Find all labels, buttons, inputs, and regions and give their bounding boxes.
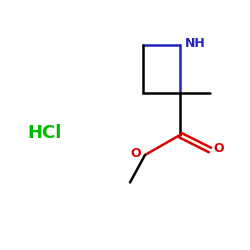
Text: HCl: HCl <box>28 124 62 142</box>
Text: O: O <box>214 142 224 155</box>
Text: NH: NH <box>185 37 206 50</box>
Text: O: O <box>130 147 141 160</box>
